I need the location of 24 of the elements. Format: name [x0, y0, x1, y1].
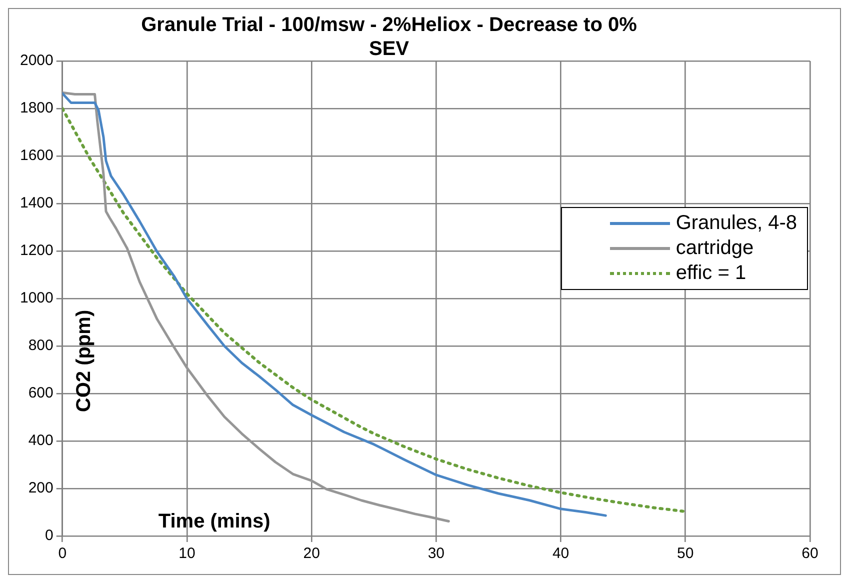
y-tick-label: 800 [28, 337, 54, 354]
y-tick-label: 1400 [20, 194, 54, 212]
legend-label: effic = 1 [676, 260, 746, 286]
x-tick-label: 20 [303, 545, 320, 562]
chart-title: Granule Trial - 100/msw - 2%Heliox - Decrease to 0% SEV [140, 13, 638, 61]
y-axis-title: CO2 (ppm) [72, 310, 95, 412]
y-tick-label: 600 [28, 384, 54, 402]
y-tick-label: 1600 [20, 147, 54, 164]
x-tick-label: 30 [428, 545, 445, 562]
y-tick-label: 200 [28, 480, 54, 497]
y-tick-label: 1200 [20, 242, 54, 260]
x-tick-label: 10 [178, 545, 196, 562]
x-tick-label: 50 [677, 545, 694, 562]
y-tick-label: 1000 [20, 290, 54, 307]
x-axis-title: Time (mins) [158, 510, 270, 533]
x-tick-label: 0 [58, 545, 67, 562]
x-tick-label: 60 [802, 545, 818, 562]
legend-label: Granules, 4-8 [676, 210, 797, 236]
y-tick-label: 2000 [20, 52, 54, 70]
legend-label: cartridge [676, 236, 754, 260]
x-tick-label: 40 [552, 545, 570, 562]
y-tick-label: 0 [45, 527, 54, 544]
y-tick-label: 1800 [20, 100, 54, 117]
y-tick-label: 400 [28, 432, 54, 450]
